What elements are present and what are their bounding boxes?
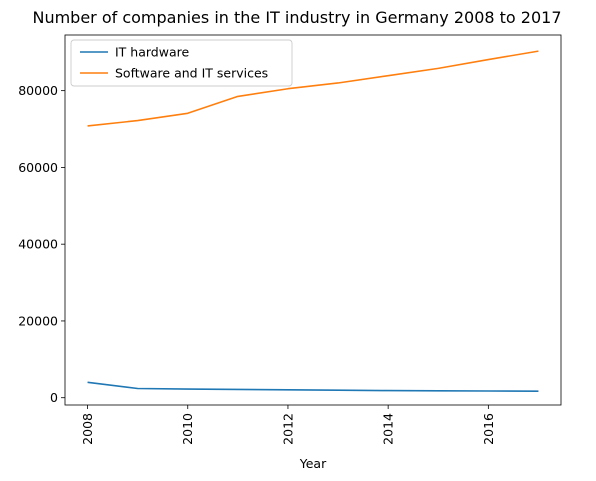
legend: IT hardware Software and IT services (70, 39, 293, 87)
x-tick-label: 2008 (80, 413, 95, 445)
x-axis: 2008 2010 2012 2014 2016 (80, 405, 496, 445)
x-tick-label: 2016 (481, 413, 496, 445)
x-tick-label: 2012 (280, 413, 295, 445)
series-line-1 (87, 381, 539, 392)
y-tick-label: 80000 (18, 83, 58, 98)
x-tick-label: 2014 (381, 413, 396, 445)
legend-label: IT hardware (115, 45, 189, 60)
plot-frame (64, 34, 562, 406)
y-tick-label: 0 (50, 390, 58, 405)
y-tick-label: 40000 (18, 237, 58, 252)
legend-box (70, 39, 293, 87)
x-axis-label: Year (299, 456, 327, 471)
legend-label: Software and IT services (115, 66, 268, 81)
y-tick-label: 20000 (18, 313, 58, 328)
series-layer (87, 50, 539, 392)
chart-title: Number of companies in the IT industry i… (32, 8, 561, 27)
y-tick-label: 60000 (18, 160, 58, 175)
series-line-2 (87, 50, 539, 127)
y-axis: 0 20000 40000 60000 80000 (18, 83, 65, 405)
x-tick-label: 2010 (180, 413, 195, 445)
